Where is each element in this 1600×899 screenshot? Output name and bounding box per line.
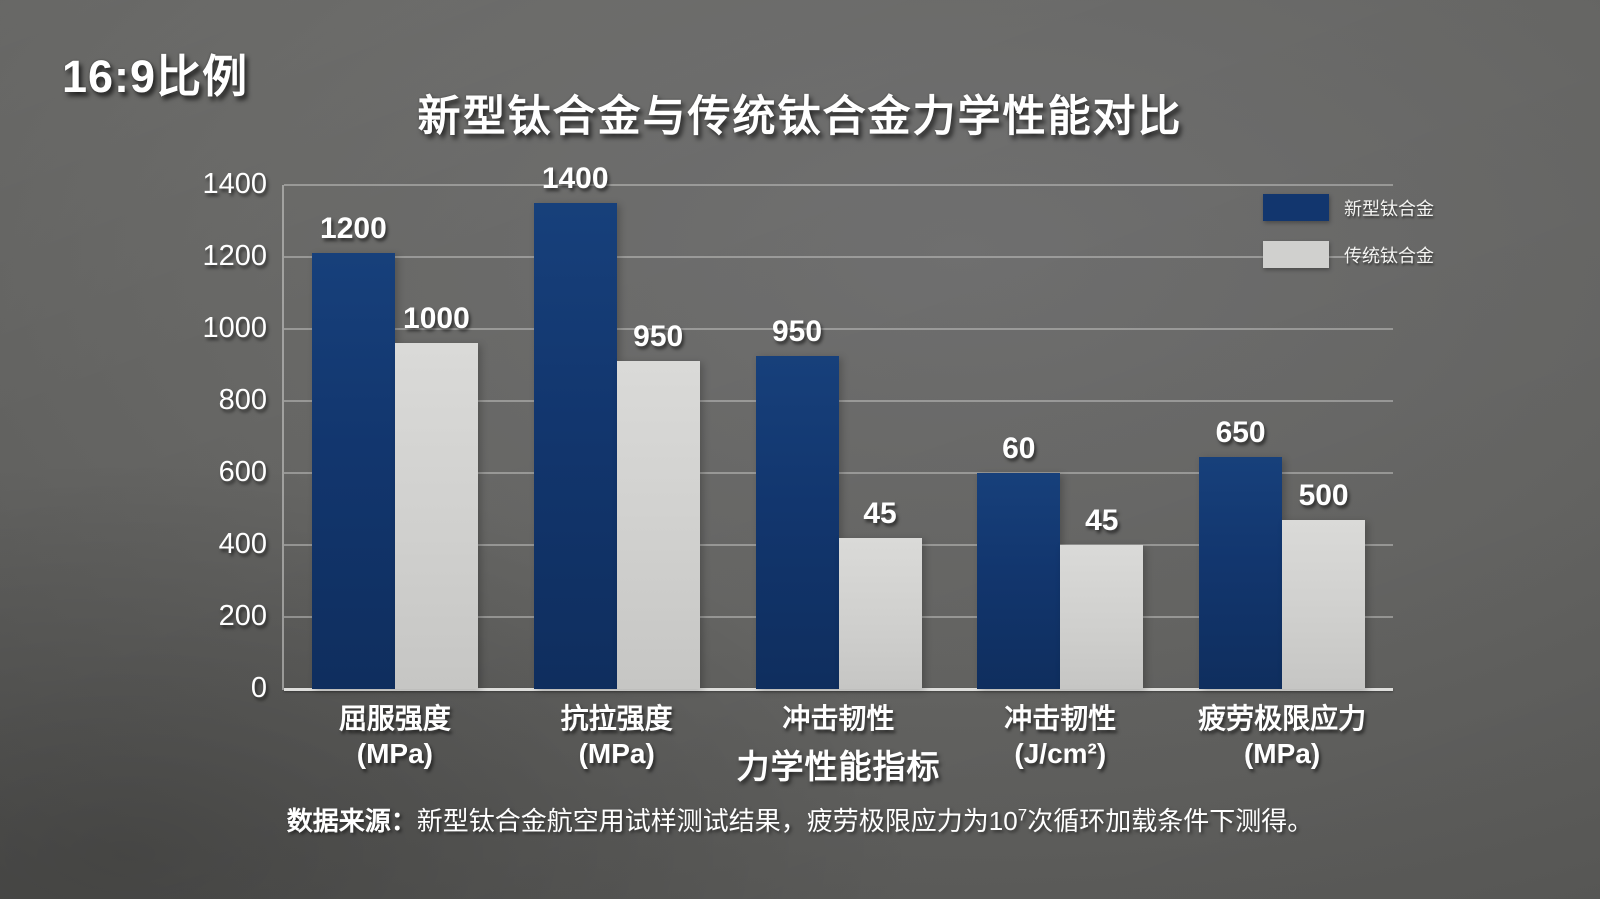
gridline-1200 [284,256,1393,258]
y-tick-label-800: 800 [218,384,267,416]
data-source-text: 新型钛合金航空用试样测试结果，疲劳极限应力为10 [416,806,1018,836]
category-label-line2: (MPa) [356,738,434,769]
bar-value-label-new-2: 1400 [541,162,609,195]
y-tick-label-400: 400 [218,528,267,560]
bar-value-label-new-3: 950 [771,315,823,348]
gridline-1000 [284,328,1393,330]
gridline-1400 [284,184,1393,186]
gridline-600 [284,472,1393,474]
category-label-5: 疲劳极限应力 (MPa) [1162,701,1402,771]
category-label-line2: (MPa) [1243,738,1321,769]
bar-value-label-new-4: 60 [1002,432,1036,465]
legend: 新型钛合金 传统钛合金 [1263,194,1434,288]
category-label-line1: 冲击韧性 [1004,703,1117,734]
category-label-line2: (MPa) [578,738,655,769]
y-tick-label-1000: 1000 [202,312,267,344]
bar-trad-alloy-2 [616,361,700,689]
gridline-800 [284,400,1393,402]
legend-item-new-alloy: 新型钛合金 [1263,194,1434,221]
data-source-note: 数据来源：新型钛合金航空用试样测试结果，疲劳极限应力为107次循环加载条件下测得… [0,801,1600,838]
category-label-2: 抗拉强度 (MPa) [497,701,737,771]
y-tick-label-200: 200 [218,600,267,632]
category-label-4: 冲击韧性 (J/cm²) [940,701,1180,771]
data-source-superscript: 7 [1017,805,1028,825]
legend-swatch-new-alloy [1263,194,1329,221]
bar-new-alloy-2 [533,203,617,689]
legend-label-trad-alloy: 传统钛合金 [1344,245,1434,266]
category-label-line1: 屈服强度 [338,703,451,734]
y-tick-label-1200: 1200 [202,240,267,272]
category-label-1: 屈服强度 (MPa) [275,701,515,771]
x-axis-baseline [284,688,1393,691]
y-tick-label-0: 0 [250,672,267,704]
plot-area: 0 200 400 600 800 1000 1200 1400 1200 1000 屈服强度 (MP… [202,162,1393,769]
legend-label-new-alloy: 新型钛合金 [1344,198,1434,219]
data-source-prefix: 数据来源： [286,806,417,836]
bar-value-label-new-1: 1200 [320,212,387,245]
data-source-text-end: 次循环加载条件下测得。 [1027,806,1314,836]
legend-item-trad-alloy: 传统钛合金 [1263,241,1434,268]
y-tick-label-1400: 1400 [202,168,267,200]
chart-title: 新型钛合金与传统钛合金力学性能对比 [417,93,1183,141]
bar-value-label-new-5: 650 [1215,416,1266,449]
category-label-line2: (J/cm²) [1014,738,1107,769]
bar-value-label-trad-3: 45 [863,497,897,530]
bar-value-label-trad-1: 1000 [403,302,470,335]
bar-trad-alloy-4 [1060,545,1144,689]
bar-new-alloy-4 [977,473,1061,689]
bar-trad-alloy-1 [394,343,478,689]
bar-new-alloy-3 [755,356,839,689]
y-tick-label-600: 600 [218,456,267,488]
bar-value-label-trad-4: 45 [1085,504,1119,537]
bar-trad-alloy-3 [838,538,922,689]
legend-swatch-trad-alloy [1263,241,1329,268]
category-label-3: 冲击韧性 [719,701,959,736]
bar-trad-alloy-5 [1282,520,1366,689]
bar-value-label-trad-5: 500 [1298,479,1349,512]
bar-value-label-trad-2: 950 [633,320,684,353]
x-axis-title: 力学性能指标 [736,748,941,785]
bar-new-alloy-5 [1199,457,1283,689]
category-label-line1: 疲劳极限应力 [1198,703,1367,734]
bar-new-alloy-1 [311,253,395,689]
category-label-line1: 冲击韧性 [782,703,895,734]
category-label-line1: 抗拉强度 [560,703,673,734]
y-axis-line [282,185,284,690]
aspect-ratio-label: 16:9比例 [62,51,249,102]
